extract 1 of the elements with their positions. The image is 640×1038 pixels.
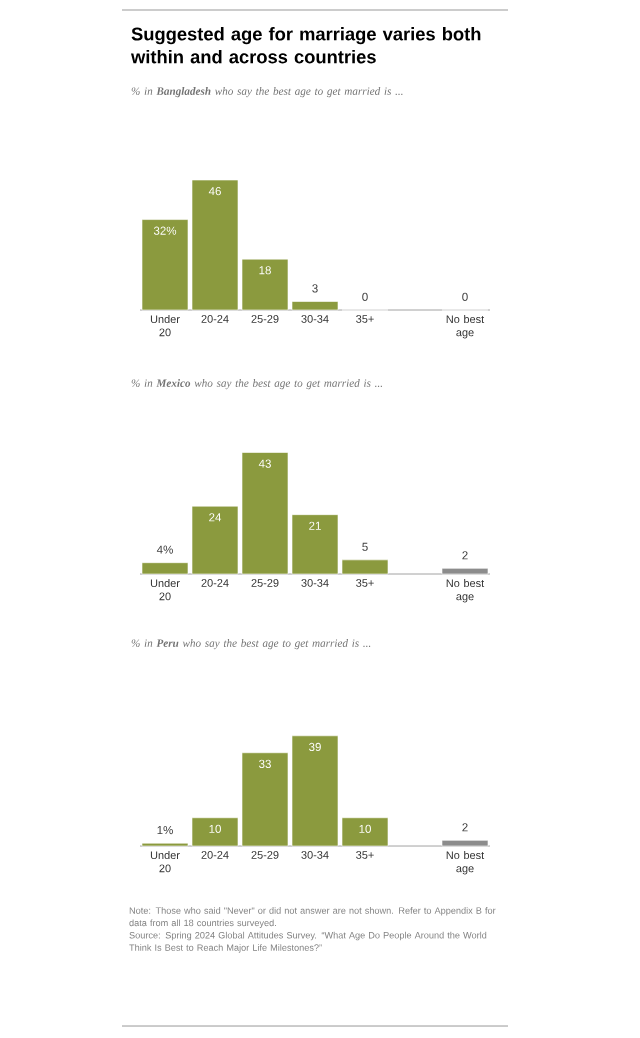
chart-title: Suggested age for marriage varies both within and across countries xyxy=(130,27,481,64)
